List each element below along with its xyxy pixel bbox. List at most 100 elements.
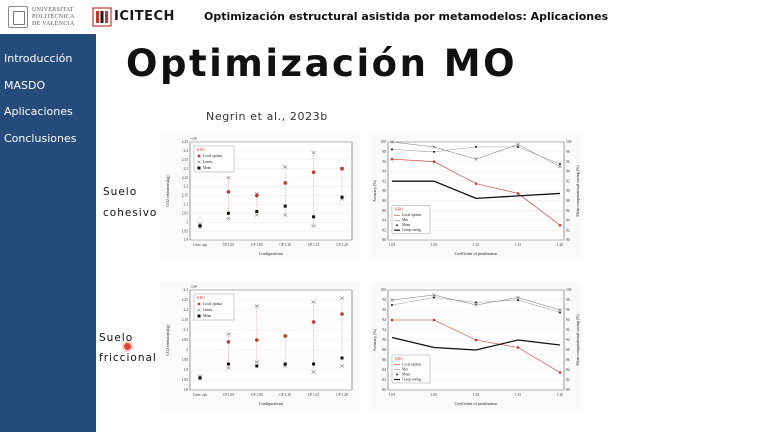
series-point — [516, 295, 520, 300]
limit-marker — [283, 165, 288, 169]
sidebar-item-aplicaciones[interactable]: Aplicaciones — [4, 105, 73, 118]
y-tick-label: 2.05 — [182, 211, 188, 215]
series-line — [391, 336, 561, 351]
limit-marker — [311, 150, 316, 155]
legend-entry: KDO — [395, 208, 403, 212]
legend-entry: KDO — [197, 296, 205, 300]
row-label-friccional-line1: Suelo — [99, 332, 134, 344]
series-point — [558, 162, 562, 166]
slide-title: Optimización MO — [126, 42, 518, 85]
plot-friccional-right: 80 82 84 86 88 90 92 94 96 98 100 80 82 84 86 88 90 92 94 9… — [370, 282, 582, 410]
slide-header-title: Optimización estructural asistida por me… — [204, 10, 609, 23]
legend-box — [391, 354, 431, 384]
limit-marker — [254, 360, 259, 364]
series-point — [390, 148, 394, 151]
local-optima-point — [340, 166, 344, 171]
y-tick-label-right: 98 — [566, 150, 570, 154]
series-point — [432, 296, 436, 299]
y-tick-label-left: 90 — [382, 189, 386, 193]
y-tick-label-left: 84 — [382, 368, 386, 372]
y-tick-label: 2.35 — [182, 158, 188, 162]
series-point — [516, 346, 520, 349]
y-tick-label: 1.85 — [182, 378, 188, 382]
x-tick-label: CP 1.15 — [308, 243, 320, 247]
x-tick-label: 1.05 — [431, 243, 437, 247]
legend-entry: KDO — [197, 148, 205, 152]
y-tick-label-right: 86 — [566, 358, 570, 362]
mean-point — [226, 362, 230, 366]
y-tick-label: 1.8 — [184, 388, 189, 392]
mean-point — [198, 376, 202, 380]
limit-marker — [226, 216, 231, 221]
x-axis-label: Coefficient of penalization — [455, 251, 498, 256]
y-tick-label-left: 94 — [382, 318, 386, 322]
y-tick-label-left: 84 — [382, 219, 386, 223]
y-axis-label-left: Accuracy (%) — [372, 179, 377, 202]
mean-point — [340, 195, 344, 199]
x-axis-label: Configurations — [259, 401, 283, 406]
y-tick-label-left: 96 — [382, 308, 386, 312]
sidebar-item-conclusiones[interactable]: Conclusiones — [4, 132, 77, 145]
y-tick-label-right: 88 — [566, 199, 570, 203]
series-point — [474, 157, 478, 161]
y-tick-label: 2.3 — [184, 288, 189, 292]
series-point — [474, 303, 478, 307]
y-tick-label-left: 98 — [382, 150, 386, 154]
y-tick-label: 1.9 — [184, 238, 189, 242]
local-optima-point — [340, 312, 344, 316]
icitech-wordmark: ICITECH — [114, 9, 175, 24]
y-tick-label-right: 86 — [566, 209, 570, 213]
y-axis-label-left: Accuracy (%) — [372, 328, 377, 351]
row-label-friccional-line2: friccional — [99, 352, 157, 364]
mean-point — [312, 215, 316, 219]
limit-marker — [339, 364, 345, 368]
y-tick-label-right: 94 — [566, 170, 570, 174]
x-tick-label: CP 1.05 — [251, 243, 263, 247]
y-tick-label-right: 82 — [566, 228, 570, 232]
y-tick-label-left: 86 — [382, 209, 386, 213]
plot-cohesivo-left: 1.9 1.95 2 2.05 2.1 2.15 2.2 2.25 2.3 2.35 2.4 2.45… — [160, 134, 360, 260]
y-tick-label-right: 84 — [566, 368, 570, 372]
upv-logo: UNIVERSITAT POLITÈCNICA DE VALÈNCIA — [8, 6, 88, 28]
x-tick-label: 1.20 — [557, 393, 563, 397]
x-tick-label: CP 1.05 — [223, 243, 235, 247]
legend-swatch — [396, 224, 398, 227]
sidebar-item-introduccion[interactable]: Introducción — [4, 52, 73, 65]
legend-entry: Mean — [203, 166, 211, 170]
local-optima-point — [311, 320, 316, 324]
series-point — [390, 157, 394, 161]
x-tick-label: 1.15 — [515, 393, 521, 397]
y-tick-label-left: 86 — [382, 358, 386, 362]
icitech-emblem-icon — [92, 7, 112, 27]
y-tick-label: 2.3 — [184, 167, 189, 171]
upv-line-2: POLITÈCNICA — [32, 14, 75, 20]
sidebar-item-masdo[interactable]: MASDO — [4, 79, 46, 92]
y-tick-label-right: 96 — [566, 160, 570, 164]
series-point — [516, 142, 520, 147]
y-tick-label-left: 88 — [382, 199, 386, 203]
series-point — [516, 298, 520, 302]
row-label-cohesivo-line2: cohesivo — [103, 207, 158, 219]
local-optima-point — [226, 190, 231, 194]
y-tick-label-right: 92 — [566, 328, 570, 332]
series-point — [474, 301, 478, 304]
legend-entry: Local optima — [203, 302, 222, 306]
x-tick-label: 1.03 — [389, 393, 395, 397]
y-tick-label-right: 96 — [566, 308, 570, 312]
x-tick-label: CP 1.05 — [223, 393, 235, 397]
legend-entry: Mean — [402, 373, 410, 377]
legend-entry: Local optima — [402, 213, 421, 217]
y-tick-label-left: 98 — [382, 298, 386, 302]
series-point — [390, 298, 394, 302]
y-tick-label: 2.2 — [184, 308, 189, 312]
y-tick-label: 2.25 — [182, 176, 188, 180]
series-point — [432, 150, 436, 153]
y-tick-label-right: 94 — [566, 318, 570, 322]
series-point — [516, 145, 520, 148]
series-point — [390, 303, 394, 307]
y-tick-label-left: 94 — [382, 170, 386, 174]
mean-point — [255, 209, 259, 213]
series-point — [432, 293, 436, 297]
legend-entry: Comp saving — [402, 378, 421, 382]
y-tick-label-left: 92 — [382, 179, 386, 183]
